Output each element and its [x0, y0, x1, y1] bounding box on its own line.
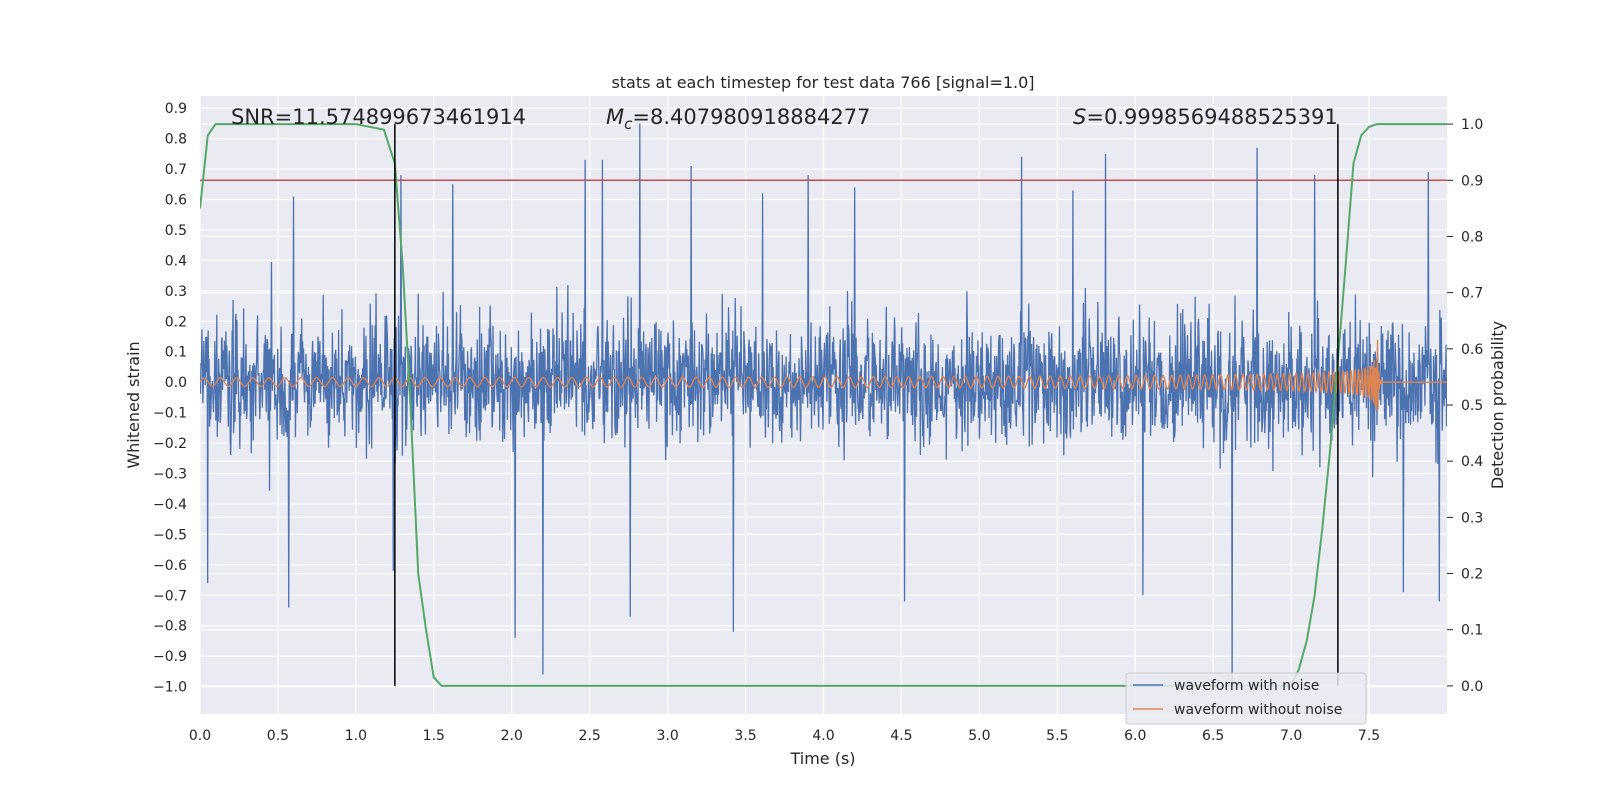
x-tick-label: 3.5	[734, 728, 756, 744]
y-axis-label-left: Whitened strain	[124, 341, 143, 468]
tick-labels: 0.0 0.5 1.0 1.5 2.0 2.5 3.0 3.5 4.0 4.5 5.0 5.5 6.0 6…	[153, 101, 1483, 744]
y-left-tick-label: 0.8	[165, 132, 187, 148]
y-left-tick-label: −0.4	[153, 497, 187, 513]
x-tick-label: 7.5	[1358, 728, 1380, 744]
chart-title: stats at each timestep for test data 766…	[611, 73, 1034, 92]
y-left-tick-label: 0.3	[165, 284, 187, 300]
y-left-tick-label: −0.7	[153, 588, 187, 604]
y-left-tick-label: 0.5	[165, 223, 187, 239]
series-layer	[200, 123, 1447, 690]
y-left-tick-label: −0.6	[153, 558, 187, 574]
y-right-tick-label: 0.5	[1461, 398, 1483, 414]
y-right-tick-label: 0.4	[1461, 454, 1483, 470]
y-left-tick-label: 0.0	[165, 375, 187, 391]
y-axis-label-right: Detection probability	[1488, 321, 1507, 489]
legend-label-noise: waveform with noise	[1174, 678, 1319, 694]
y-right-tick-label: 0.1	[1461, 623, 1483, 639]
y-right-tick-label: 0.6	[1461, 342, 1483, 358]
y-right-tick-label: 1.0	[1461, 117, 1483, 133]
snr-annotation: SNR=11.574899673461914	[231, 105, 526, 129]
x-tick-label: 0.0	[189, 728, 211, 744]
y-left-tick-label: 0.4	[165, 253, 187, 269]
y-left-tick-label: 0.6	[165, 193, 187, 209]
y-left-tick-label: 0.1	[165, 345, 187, 361]
x-tick-label: 4.5	[890, 728, 912, 744]
y-left-tick-label: −0.1	[153, 406, 187, 422]
y-left-tick-label: −1.0	[153, 680, 187, 696]
y-right-tick-label: 0.8	[1461, 229, 1483, 245]
y-right-tick-label: 0.3	[1461, 510, 1483, 526]
y-left-tick-label: 0.7	[165, 162, 187, 178]
series-waveform-without-noise	[200, 339, 1447, 410]
chirp-mass-annotation: Mc=8.407980918884277	[606, 105, 870, 133]
y-right-tick-label: 0.2	[1461, 567, 1483, 583]
x-tick-label: 1.0	[345, 728, 367, 744]
x-tick-label: 2.0	[501, 728, 523, 744]
x-tick-label: 6.5	[1202, 728, 1224, 744]
x-tick-label: 1.5	[423, 728, 445, 744]
x-tick-label: 5.0	[968, 728, 990, 744]
x-tick-label: 2.5	[579, 728, 601, 744]
score-annotation: S=0.9998569488525391	[1073, 105, 1338, 129]
x-tick-label: 3.0	[656, 728, 678, 744]
x-tick-label: 4.0	[812, 728, 834, 744]
legend-box	[1125, 672, 1367, 725]
x-tick-label: 0.5	[267, 728, 289, 744]
y-left-tick-label: −0.2	[153, 436, 187, 452]
x-axis-label: Time (s)	[789, 749, 855, 768]
y-left-tick-label: −0.9	[153, 649, 187, 665]
legend: waveform with noise waveform without noi…	[1125, 672, 1367, 725]
series-detection-probability	[200, 123, 1447, 687]
y-left-tick-label: −0.8	[153, 619, 187, 635]
y-right-tick-label: 0.7	[1461, 286, 1483, 302]
x-tick-label: 5.5	[1046, 728, 1068, 744]
y-left-tick-label: −0.3	[153, 466, 187, 482]
y-left-tick-label: 0.2	[165, 314, 187, 330]
x-tick-label: 6.0	[1124, 728, 1146, 744]
y-left-tick-label: −0.5	[153, 527, 187, 543]
legend-label-clean: waveform without noise	[1174, 702, 1342, 718]
y-left-tick-label: 0.9	[165, 101, 187, 117]
y-right-tick-label: 0.0	[1461, 679, 1483, 695]
x-tick-label: 7.0	[1280, 728, 1302, 744]
y-right-tick-label: 0.9	[1461, 173, 1483, 189]
